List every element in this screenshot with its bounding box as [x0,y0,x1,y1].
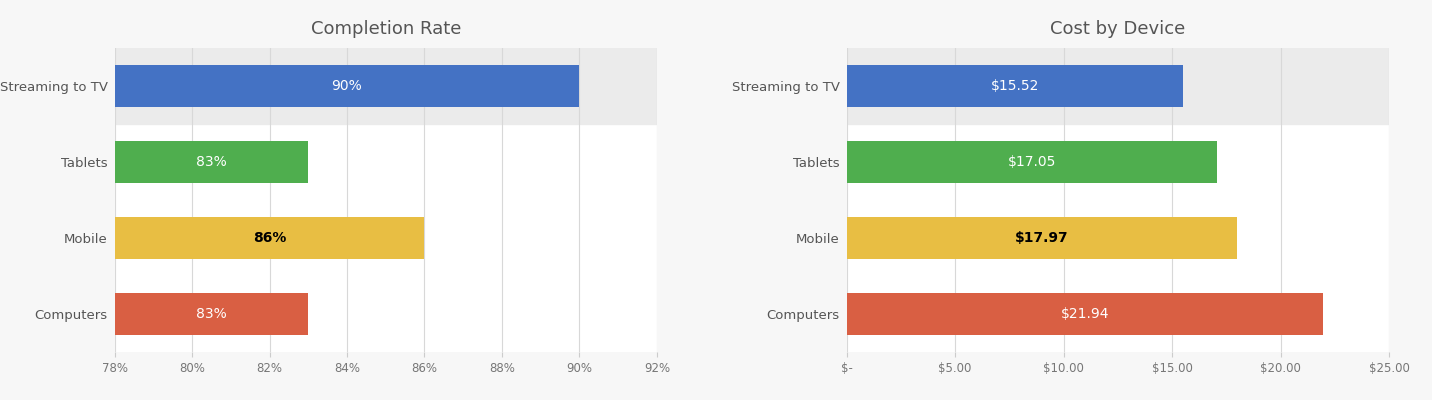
Text: 83%: 83% [196,307,226,321]
Bar [115,293,308,335]
Text: $17.05: $17.05 [1008,155,1055,169]
Text: $17.97: $17.97 [1015,231,1068,245]
Bar [846,217,1237,259]
Title: Cost by Device: Cost by Device [1050,20,1186,38]
Bar [115,65,580,107]
Bar [846,293,1323,335]
Bar [846,48,1389,124]
Text: 90%: 90% [332,79,362,93]
Bar [846,141,1217,183]
Text: $21.94: $21.94 [1061,307,1108,321]
Bar [115,141,308,183]
Bar [115,217,424,259]
Title: Completion Rate: Completion Rate [311,20,461,38]
Text: $15.52: $15.52 [991,79,1040,93]
Bar [846,65,1183,107]
Text: 86%: 86% [253,231,286,245]
Text: 83%: 83% [196,155,226,169]
Bar [115,48,657,124]
